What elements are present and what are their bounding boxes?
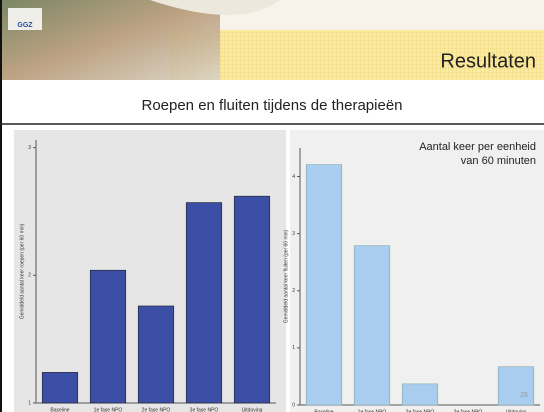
slide-title: Resultaten xyxy=(440,50,536,72)
y-tick-label: 2 xyxy=(292,288,295,294)
y-tick-label: 3 xyxy=(292,231,295,237)
y-axis-title: Gemiddeld aantal keer roepen (per 60 min… xyxy=(19,223,25,319)
y-tick-label: 4 xyxy=(292,174,295,180)
bar xyxy=(306,165,342,405)
x-tick-label: Baseline xyxy=(50,407,69,412)
y-tick-label: 2 xyxy=(28,273,31,279)
x-tick-label: 1e fase NPO xyxy=(94,407,123,412)
bar xyxy=(186,203,222,403)
y-tick-label: 1 xyxy=(292,345,295,351)
subtitle: Roepen en fluiten tijdens de therapieën xyxy=(141,97,402,114)
slide: GGZ Resultaten Roepen en fluiten tijdens… xyxy=(0,0,544,412)
bar xyxy=(402,384,438,405)
bar xyxy=(234,196,270,403)
y-axis-title: Gemiddeld aantal keer fluiten (per 60 mi… xyxy=(283,229,289,323)
logo: GGZ xyxy=(17,22,33,29)
y-tick-label: 1 xyxy=(28,400,31,406)
bar xyxy=(354,246,390,405)
divider xyxy=(0,80,544,82)
page-number: 26 xyxy=(520,392,528,399)
x-tick-label: 3e fase NPO xyxy=(190,407,219,412)
x-tick-label: 2e fase NPO xyxy=(142,407,171,412)
bar xyxy=(498,367,534,405)
x-tick-label: Uitdoving xyxy=(242,407,263,412)
y-tick-label: 0 xyxy=(292,402,295,408)
bar xyxy=(90,270,126,403)
slide-canvas: GGZ Resultaten Roepen en fluiten tijdens… xyxy=(0,0,544,412)
bar xyxy=(42,372,78,403)
bar xyxy=(138,306,174,403)
y-tick-label: 3 xyxy=(28,145,31,151)
